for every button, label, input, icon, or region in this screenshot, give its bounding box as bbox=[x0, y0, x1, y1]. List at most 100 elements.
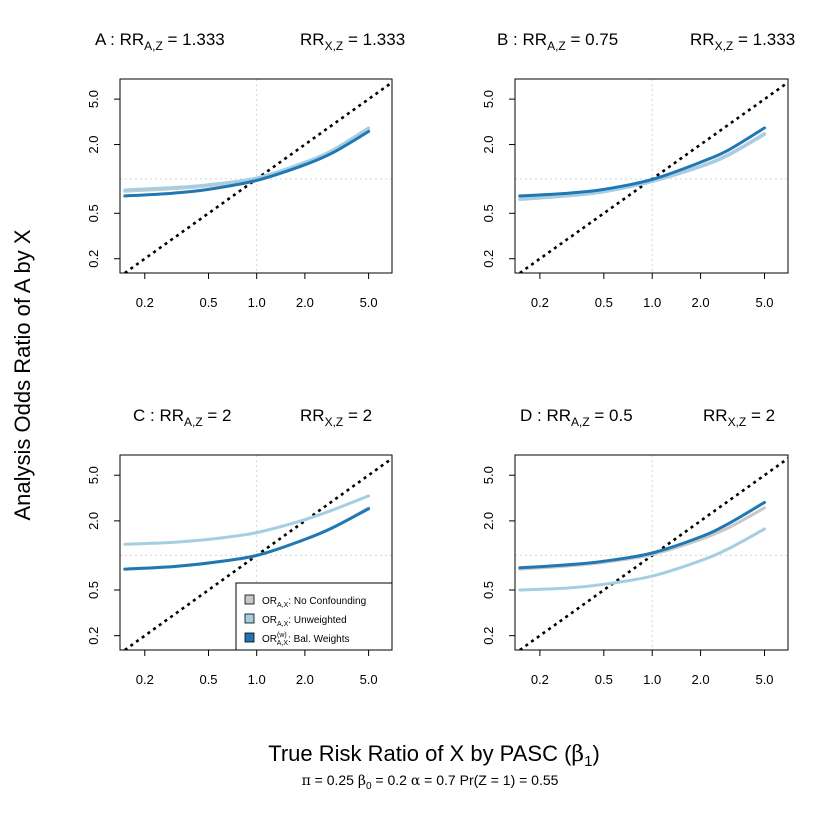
panel-title: C : RRA,Z = 2 bbox=[133, 406, 232, 429]
legend-sub: A,X bbox=[277, 621, 289, 628]
subtitle-value: = 0.25 bbox=[311, 772, 354, 788]
legend-name: OR bbox=[262, 634, 277, 645]
subtitle-subscript: 0 bbox=[366, 781, 372, 792]
rr-value: = 1.333 bbox=[163, 30, 225, 49]
series-line-bal-weights bbox=[123, 130, 371, 198]
y-tick-label: 0.5 bbox=[86, 204, 101, 222]
x-axis-label: True Risk Ratio of X by PASC (β1) bbox=[268, 741, 600, 770]
plot-frame bbox=[119, 78, 393, 274]
panel-title-second: RRX,Z = 2 bbox=[703, 406, 775, 429]
reference-line bbox=[519, 81, 788, 273]
x-tick-label: 0.2 bbox=[136, 295, 154, 310]
y-tick-label: 5.0 bbox=[481, 466, 496, 484]
x-tick-label: 0.2 bbox=[531, 672, 549, 687]
x-axis-label-subscript: 1 bbox=[584, 753, 592, 770]
y-tick-label: 0.5 bbox=[86, 581, 101, 599]
y-tick-label: 0.5 bbox=[481, 581, 496, 599]
panel-title: D : RRA,Z = 0.5 bbox=[520, 406, 633, 429]
series-line-no-confounding bbox=[518, 506, 766, 571]
reference-line bbox=[519, 457, 788, 650]
rr-symbol: RR bbox=[159, 406, 184, 425]
y-axis-label: Analysis Odds Ratio of A by X bbox=[10, 229, 35, 520]
x-tick-label: 0.5 bbox=[595, 295, 613, 310]
rr-value: = 1.333 bbox=[733, 30, 795, 49]
panel-D: 0.2 0.5 1.0 2.0 5.00.20.52.05.0D : RRA,Z = 0… bbox=[481, 406, 789, 687]
x-tick-label: 1.0 bbox=[643, 672, 661, 687]
series-line-no-confounding bbox=[123, 506, 371, 571]
subtitle-symbol: π bbox=[302, 773, 311, 789]
panel-letter: B : bbox=[497, 30, 523, 49]
legend-entry: OR(w) A,X: Bal. Weights bbox=[262, 632, 350, 647]
series-line-bal-weights bbox=[518, 500, 766, 570]
plot-frame bbox=[514, 78, 789, 274]
rr-symbol: RR bbox=[546, 406, 571, 425]
panel-letter: D : bbox=[520, 406, 546, 425]
rr-subscript: A,Z bbox=[547, 39, 566, 53]
series-line-bal-weights bbox=[518, 126, 766, 198]
series-line-unweighted bbox=[123, 494, 371, 546]
panel-title: B : RRA,Z = 0.75 bbox=[497, 30, 618, 53]
rr-symbol: RR bbox=[300, 30, 325, 49]
series-line-bal-weights bbox=[123, 507, 371, 571]
rr-symbol: RR bbox=[690, 30, 715, 49]
x-tick-label: 2.0 bbox=[692, 672, 710, 687]
legend-sup: (w) bbox=[277, 632, 287, 639]
rr-subscript: X,Z bbox=[715, 39, 734, 53]
x-tick-label: 5.0 bbox=[360, 295, 378, 310]
subtitle: π = 0.25 β0 = 0.2 α = 0.7 Pr(Z = 1) = 0.… bbox=[302, 772, 559, 792]
plot-frame bbox=[514, 454, 789, 651]
x-tick-label: 0.5 bbox=[199, 295, 217, 310]
legend-name: OR bbox=[262, 615, 277, 626]
x-tick-label: 2.0 bbox=[296, 672, 314, 687]
panel-title-second: RRX,Z = 1.333 bbox=[690, 30, 795, 53]
rr-subscript: X,Z bbox=[728, 415, 747, 429]
legend-desc: : Unweighted bbox=[288, 615, 346, 626]
x-tick-label: 5.0 bbox=[755, 672, 773, 687]
x-tick-label: 0.5 bbox=[595, 672, 613, 687]
rr-subscript: X,Z bbox=[325, 39, 344, 53]
legend-swatch bbox=[244, 632, 255, 643]
x-tick-label: 0.2 bbox=[136, 672, 154, 687]
rr-symbol: RR bbox=[703, 406, 728, 425]
panel-title-second: RRX,Z = 1.333 bbox=[300, 30, 405, 53]
rr-value: = 0.75 bbox=[566, 30, 618, 49]
legend-entry: ORA,X: Unweighted bbox=[262, 615, 347, 628]
legend-name: OR bbox=[262, 596, 277, 607]
series-line-unweighted bbox=[518, 133, 766, 201]
legend-entry: ORA,X: No Confounding bbox=[262, 596, 366, 609]
legend-desc: : Bal. Weights bbox=[288, 634, 350, 645]
panel-A: 0.2 0.5 1.0 2.0 5.00.20.52.05.0A : RRA,Z = 1… bbox=[86, 30, 405, 310]
rr-value: = 2 bbox=[746, 406, 775, 425]
y-tick-label: 2.0 bbox=[481, 512, 496, 530]
rr-value: = 2 bbox=[343, 406, 372, 425]
rr-subscript: A,Z bbox=[571, 415, 590, 429]
panel-B: 0.2 0.5 1.0 2.0 5.00.20.52.05.0B : RRA,Z = 0… bbox=[481, 30, 795, 310]
legend-desc: : No Confounding bbox=[288, 596, 366, 607]
x-tick-label: 1.0 bbox=[248, 295, 266, 310]
y-tick-label: 5.0 bbox=[86, 90, 101, 108]
rr-value: = 2 bbox=[203, 406, 232, 425]
rr-symbol: RR bbox=[523, 30, 548, 49]
series-line-unweighted bbox=[123, 126, 371, 192]
y-tick-label: 0.5 bbox=[481, 204, 496, 222]
x-tick-label: 1.0 bbox=[248, 672, 266, 687]
y-tick-label: 2.0 bbox=[481, 136, 496, 154]
x-axis-label-text: True Risk Ratio of X by PASC ( bbox=[268, 741, 572, 766]
reference-line bbox=[124, 81, 392, 273]
x-tick-label: 1.0 bbox=[643, 295, 661, 310]
y-tick-label: 0.2 bbox=[86, 250, 101, 268]
y-tick-label: 2.0 bbox=[86, 512, 101, 530]
rr-subscript: A,Z bbox=[184, 415, 203, 429]
panel-letter: A : bbox=[95, 30, 120, 49]
panel-letter: C : bbox=[133, 406, 159, 425]
subtitle-value: Pr(Z = 1) = 0.55 bbox=[460, 772, 559, 788]
y-tick-label: 5.0 bbox=[481, 90, 496, 108]
x-tick-label: 0.5 bbox=[199, 672, 217, 687]
y-tick-label: 0.2 bbox=[481, 250, 496, 268]
y-tick-label: 0.2 bbox=[86, 627, 101, 645]
panel-C: 0.2 0.5 1.0 2.0 5.00.20.52.05.0C : RRA,Z = 2… bbox=[86, 406, 393, 687]
legend-frame bbox=[235, 582, 393, 651]
series-line-no-confounding bbox=[518, 132, 766, 201]
